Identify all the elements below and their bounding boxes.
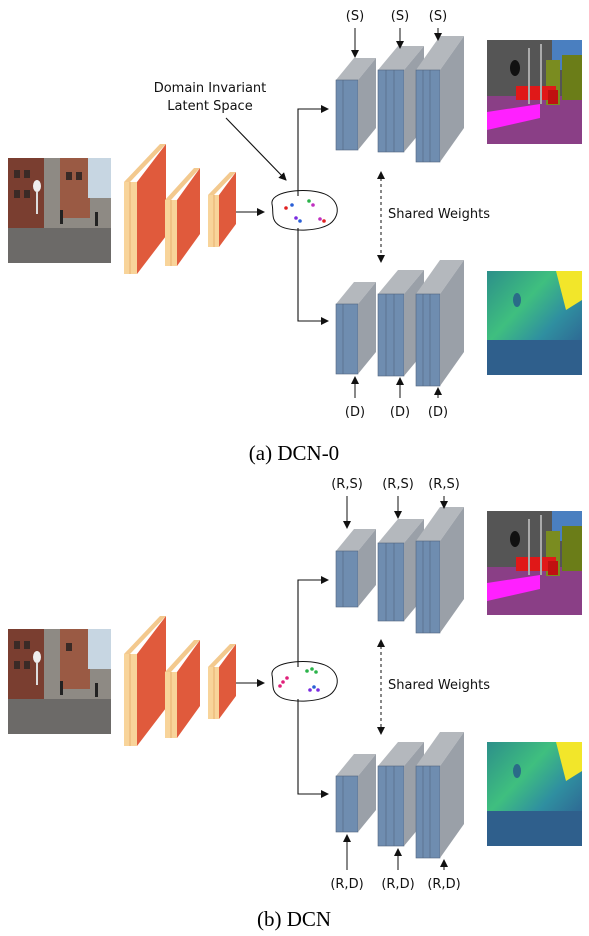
decoder-bottom-block-3-b bbox=[415, 732, 464, 859]
input-image bbox=[8, 158, 111, 263]
top-label-2-b: (R,S) bbox=[382, 477, 414, 492]
latent-dots bbox=[284, 199, 326, 223]
panel-b: (R,S) (R,S) (R,S) bbox=[8, 477, 582, 931]
branch-to-seg-arrow bbox=[297, 105, 329, 196]
top-label-1: (S) bbox=[346, 9, 364, 24]
latent-space-label-line2: Latent Space bbox=[167, 99, 252, 114]
latent-space-label-line1: Domain Invariant bbox=[154, 81, 267, 96]
bottom-label-2-b: (R,D) bbox=[381, 877, 414, 892]
decoder-bottom-block-1-b bbox=[335, 754, 376, 833]
segmentation-output-image bbox=[487, 40, 582, 144]
encoder-block-3-b bbox=[208, 644, 236, 719]
encoder-block-1 bbox=[124, 144, 166, 274]
encoder-block-3 bbox=[208, 172, 236, 247]
depth-output-image-b bbox=[487, 742, 582, 846]
depth-output-image bbox=[487, 271, 582, 375]
panel-a: Domain Invariant Latent Space (S) bbox=[8, 9, 582, 465]
decoder-bottom-block-3 bbox=[415, 260, 464, 387]
decoder-top-block-3-b bbox=[415, 507, 464, 634]
top-label-1-b: (R,S) bbox=[331, 477, 363, 492]
decoder-top-block-1 bbox=[335, 58, 376, 151]
segmentation-output-image-b bbox=[487, 511, 582, 615]
input-image-b bbox=[8, 629, 111, 734]
bottom-label-1-b: (R,D) bbox=[330, 877, 363, 892]
branch-to-depth-arrow-b bbox=[297, 699, 329, 798]
latent-label-arrow bbox=[225, 117, 287, 181]
branch-to-seg-arrow-b bbox=[297, 576, 329, 667]
bottom-label-1: (D) bbox=[345, 405, 365, 420]
latent-dots-b bbox=[278, 667, 320, 692]
caption-b: (b) DCN bbox=[257, 907, 331, 931]
bottom-label-2: (D) bbox=[390, 405, 410, 420]
latent-space-blob-b bbox=[271, 661, 338, 702]
top-label-2: (S) bbox=[391, 9, 409, 24]
branch-to-depth-arrow bbox=[297, 228, 329, 325]
encoder-block-2 bbox=[165, 168, 200, 266]
top-label-3-b: (R,S) bbox=[428, 477, 460, 492]
bottom-label-3: (D) bbox=[428, 405, 448, 420]
caption-a: (a) DCN-0 bbox=[249, 441, 339, 465]
decoder-top-block-1-b bbox=[335, 529, 376, 608]
decoder-bottom-block-1 bbox=[335, 282, 376, 375]
bottom-label-3-b: (R,D) bbox=[427, 877, 460, 892]
decoder-top-block-3 bbox=[415, 36, 464, 163]
latent-space-blob bbox=[271, 190, 338, 231]
shared-weights-label-b: Shared Weights bbox=[388, 678, 490, 693]
encoder-block-2-b bbox=[165, 640, 200, 738]
encoder-block-1-b bbox=[124, 616, 166, 746]
top-label-3: (S) bbox=[429, 9, 447, 24]
shared-weights-label: Shared Weights bbox=[388, 207, 490, 222]
